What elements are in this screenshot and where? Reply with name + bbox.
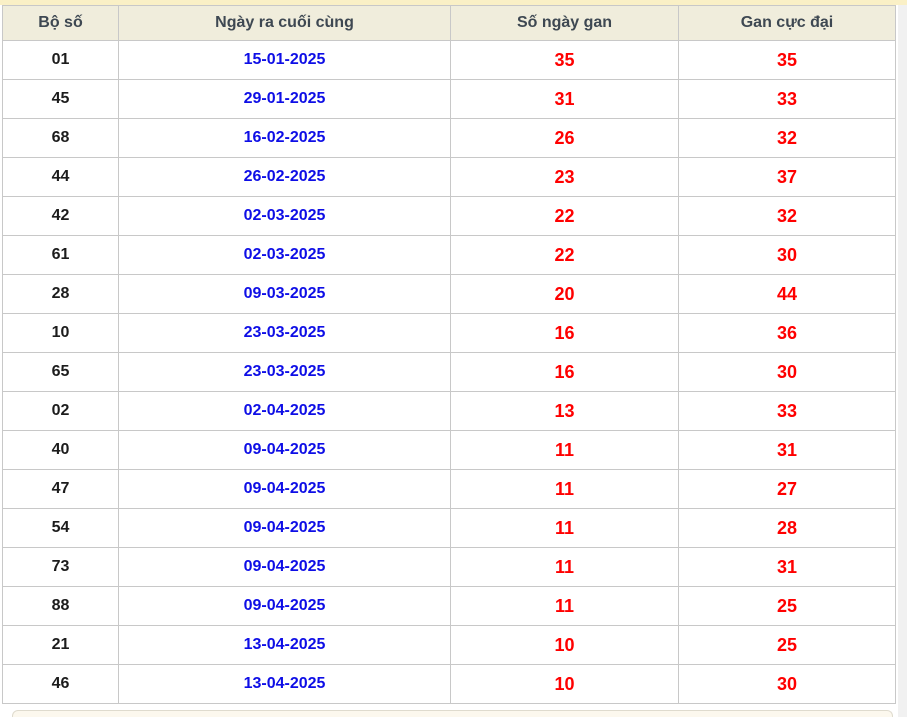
- max-gan-value: 37: [678, 157, 896, 197]
- table-row: 61 02-03-2025 22 30: [2, 235, 896, 275]
- table-row: 46 13-04-2025 10 30: [2, 664, 896, 704]
- max-gan-value: 33: [678, 79, 896, 119]
- max-gan-value: 25: [678, 586, 896, 626]
- pair-number: 40: [2, 430, 119, 470]
- table-header: Bộ số Ngày ra cuối cùng Số ngày gan Gan …: [2, 5, 896, 41]
- last-date-link[interactable]: 15-01-2025: [118, 40, 451, 80]
- last-date-link[interactable]: 23-03-2025: [118, 313, 451, 353]
- last-date-link[interactable]: 09-03-2025: [118, 274, 451, 314]
- last-date-link[interactable]: 09-04-2025: [118, 547, 451, 587]
- max-gan-value: 32: [678, 196, 896, 236]
- gan-days-value: 10: [450, 625, 679, 665]
- last-date-link[interactable]: 02-03-2025: [118, 235, 451, 275]
- table-row: 65 23-03-2025 16 30: [2, 352, 896, 392]
- last-date-link[interactable]: 02-04-2025: [118, 391, 451, 431]
- max-gan-value: 30: [678, 352, 896, 392]
- table-row: 47 09-04-2025 11 27: [2, 469, 896, 509]
- table-row: 44 26-02-2025 23 37: [2, 157, 896, 197]
- max-gan-value: 44: [678, 274, 896, 314]
- pair-number: 88: [2, 586, 119, 626]
- gan-days-value: 16: [450, 313, 679, 353]
- max-gan-value: 36: [678, 313, 896, 353]
- pair-number: 45: [2, 79, 119, 119]
- table-row: 10 23-03-2025 16 36: [2, 313, 896, 353]
- last-date-link[interactable]: 29-01-2025: [118, 79, 451, 119]
- last-date-link[interactable]: 09-04-2025: [118, 508, 451, 548]
- pair-number: 28: [2, 274, 119, 314]
- gan-days-value: 22: [450, 196, 679, 236]
- table-row: 42 02-03-2025 22 32: [2, 196, 896, 236]
- pair-number: 61: [2, 235, 119, 275]
- last-date-link[interactable]: 26-02-2025: [118, 157, 451, 197]
- header-last-date: Ngày ra cuối cùng: [118, 5, 451, 41]
- gan-days-value: 31: [450, 79, 679, 119]
- gan-days-value: 11: [450, 508, 679, 548]
- table-row: 02 02-04-2025 13 33: [2, 391, 896, 431]
- max-gan-value: 31: [678, 547, 896, 587]
- gan-statistics-table: Bộ số Ngày ra cuối cùng Số ngày gan Gan …: [2, 5, 896, 704]
- table-row: 73 09-04-2025 11 31: [2, 547, 896, 587]
- max-gan-value: 30: [678, 664, 896, 704]
- table-row: 01 15-01-2025 35 35: [2, 40, 896, 80]
- gan-days-value: 13: [450, 391, 679, 431]
- pair-number: 21: [2, 625, 119, 665]
- pair-number: 46: [2, 664, 119, 704]
- header-row: Bộ số Ngày ra cuối cùng Số ngày gan Gan …: [2, 5, 896, 41]
- pair-number: 54: [2, 508, 119, 548]
- pair-number: 01: [2, 40, 119, 80]
- last-date-link[interactable]: 13-04-2025: [118, 625, 451, 665]
- gan-days-value: 22: [450, 235, 679, 275]
- table-row: 54 09-04-2025 11 28: [2, 508, 896, 548]
- last-date-link[interactable]: 13-04-2025: [118, 664, 451, 704]
- last-date-link[interactable]: 09-04-2025: [118, 430, 451, 470]
- pair-number: 10: [2, 313, 119, 353]
- table-row: 40 09-04-2025 11 31: [2, 430, 896, 470]
- last-date-link[interactable]: 23-03-2025: [118, 352, 451, 392]
- top-heading-strip: [0, 0, 907, 5]
- gan-days-value: 11: [450, 469, 679, 509]
- gan-days-value: 10: [450, 664, 679, 704]
- max-gan-value: 27: [678, 469, 896, 509]
- header-max-gan: Gan cực đại: [678, 5, 896, 41]
- max-gan-value: 32: [678, 118, 896, 158]
- pair-number: 44: [2, 157, 119, 197]
- gan-days-value: 11: [450, 586, 679, 626]
- gan-days-value: 11: [450, 430, 679, 470]
- last-date-link[interactable]: 16-02-2025: [118, 118, 451, 158]
- table-row: 88 09-04-2025 11 25: [2, 586, 896, 626]
- gan-days-value: 35: [450, 40, 679, 80]
- max-gan-value: 35: [678, 40, 896, 80]
- header-gan-days: Số ngày gan: [450, 5, 679, 41]
- gan-days-value: 23: [450, 157, 679, 197]
- max-gan-value: 28: [678, 508, 896, 548]
- max-gan-value: 31: [678, 430, 896, 470]
- table-row: 45 29-01-2025 31 33: [2, 79, 896, 119]
- table-row: 28 09-03-2025 20 44: [2, 274, 896, 314]
- pair-number: 47: [2, 469, 119, 509]
- pair-number: 42: [2, 196, 119, 236]
- gan-days-value: 11: [450, 547, 679, 587]
- pair-number: 02: [2, 391, 119, 431]
- last-date-link[interactable]: 09-04-2025: [118, 469, 451, 509]
- max-gan-value: 33: [678, 391, 896, 431]
- gan-days-value: 16: [450, 352, 679, 392]
- page-side-gutter: [898, 5, 907, 717]
- gan-days-value: 26: [450, 118, 679, 158]
- next-section-panel-top: [12, 710, 893, 717]
- pair-number: 68: [2, 118, 119, 158]
- max-gan-value: 30: [678, 235, 896, 275]
- last-date-link[interactable]: 09-04-2025: [118, 586, 451, 626]
- gan-table-body: 01 15-01-2025 35 35 45 29-01-2025 31 33 68 16-02-…: [2, 40, 896, 704]
- max-gan-value: 25: [678, 625, 896, 665]
- header-pair-number: Bộ số: [2, 5, 119, 41]
- table-row: 68 16-02-2025 26 32: [2, 118, 896, 158]
- table-row: 21 13-04-2025 10 25: [2, 625, 896, 665]
- last-date-link[interactable]: 02-03-2025: [118, 196, 451, 236]
- pair-number: 65: [2, 352, 119, 392]
- gan-days-value: 20: [450, 274, 679, 314]
- pair-number: 73: [2, 547, 119, 587]
